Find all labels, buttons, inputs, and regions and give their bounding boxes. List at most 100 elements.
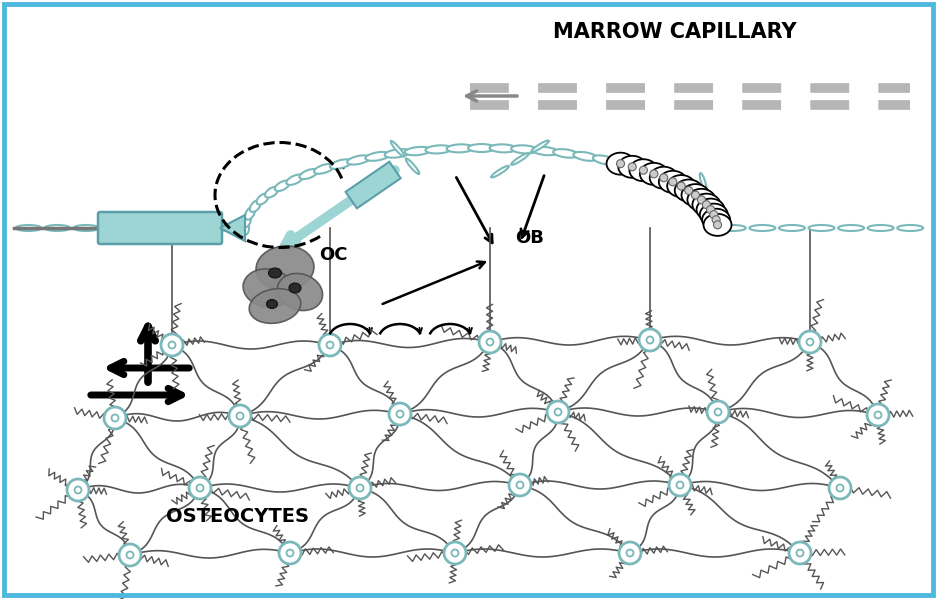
Ellipse shape (674, 180, 702, 201)
Text: OSTEOCYTES: OSTEOCYTES (167, 507, 309, 527)
Ellipse shape (808, 225, 834, 231)
Ellipse shape (160, 225, 185, 231)
Ellipse shape (404, 147, 431, 155)
Circle shape (668, 178, 676, 186)
Ellipse shape (511, 153, 528, 165)
Circle shape (676, 482, 682, 489)
Ellipse shape (218, 225, 243, 231)
Ellipse shape (250, 200, 260, 212)
Circle shape (75, 486, 81, 494)
Ellipse shape (256, 246, 314, 290)
Ellipse shape (266, 300, 277, 308)
Ellipse shape (552, 149, 578, 158)
Text: MARROW CAPILLARY: MARROW CAPILLARY (552, 22, 796, 42)
Circle shape (478, 331, 501, 353)
Ellipse shape (644, 169, 663, 179)
Ellipse shape (245, 207, 255, 220)
Circle shape (650, 170, 657, 178)
Circle shape (104, 407, 125, 429)
Ellipse shape (694, 193, 706, 204)
Circle shape (318, 334, 341, 356)
Ellipse shape (749, 225, 775, 231)
Circle shape (508, 474, 531, 496)
Circle shape (702, 201, 709, 208)
Ellipse shape (684, 187, 697, 198)
Circle shape (828, 477, 850, 499)
Ellipse shape (837, 225, 863, 231)
Circle shape (646, 337, 652, 343)
Ellipse shape (265, 187, 278, 198)
Circle shape (659, 174, 667, 181)
Ellipse shape (680, 184, 709, 206)
Ellipse shape (639, 163, 667, 185)
Circle shape (684, 186, 692, 195)
Ellipse shape (711, 210, 718, 227)
Circle shape (616, 160, 624, 168)
Circle shape (709, 211, 717, 219)
Ellipse shape (897, 225, 922, 231)
Ellipse shape (16, 225, 41, 231)
Ellipse shape (329, 159, 351, 169)
Ellipse shape (365, 152, 389, 161)
Ellipse shape (708, 207, 717, 220)
Circle shape (638, 329, 660, 351)
Circle shape (189, 477, 211, 499)
Ellipse shape (666, 175, 695, 197)
Ellipse shape (490, 144, 516, 152)
Ellipse shape (256, 193, 269, 204)
Ellipse shape (867, 225, 893, 231)
Ellipse shape (703, 214, 731, 236)
Ellipse shape (687, 189, 714, 211)
Polygon shape (220, 215, 244, 241)
Ellipse shape (649, 167, 677, 189)
Ellipse shape (701, 208, 729, 231)
Circle shape (444, 542, 465, 564)
Ellipse shape (300, 169, 317, 179)
Ellipse shape (446, 144, 473, 152)
Ellipse shape (672, 180, 687, 191)
Circle shape (836, 485, 842, 492)
Ellipse shape (468, 144, 494, 152)
Circle shape (619, 542, 640, 564)
Ellipse shape (778, 225, 804, 231)
Ellipse shape (711, 214, 720, 228)
Circle shape (286, 549, 293, 556)
Circle shape (547, 401, 568, 423)
Ellipse shape (531, 141, 548, 152)
Ellipse shape (274, 180, 289, 191)
Ellipse shape (286, 174, 303, 185)
Circle shape (696, 196, 705, 204)
Ellipse shape (73, 225, 99, 231)
Circle shape (796, 549, 803, 556)
Text: OC: OC (318, 246, 347, 264)
Ellipse shape (189, 225, 214, 231)
Ellipse shape (242, 269, 293, 307)
Circle shape (126, 552, 133, 558)
Ellipse shape (346, 155, 370, 165)
FancyBboxPatch shape (98, 212, 222, 244)
Ellipse shape (390, 141, 403, 156)
Ellipse shape (490, 166, 508, 177)
Ellipse shape (629, 159, 657, 181)
Circle shape (638, 167, 647, 174)
Circle shape (356, 485, 363, 492)
Circle shape (228, 405, 251, 427)
Circle shape (788, 542, 811, 564)
Circle shape (677, 182, 684, 190)
Circle shape (691, 191, 699, 199)
Circle shape (707, 401, 728, 423)
Ellipse shape (385, 149, 409, 158)
Circle shape (798, 331, 820, 353)
Circle shape (326, 341, 333, 349)
Ellipse shape (618, 156, 646, 178)
Ellipse shape (699, 204, 727, 226)
Ellipse shape (102, 225, 127, 231)
Circle shape (236, 413, 243, 419)
Circle shape (873, 412, 881, 419)
Ellipse shape (692, 193, 720, 216)
Circle shape (279, 542, 300, 564)
Circle shape (348, 477, 371, 499)
Ellipse shape (659, 174, 676, 185)
Ellipse shape (532, 147, 558, 155)
Ellipse shape (131, 225, 156, 231)
